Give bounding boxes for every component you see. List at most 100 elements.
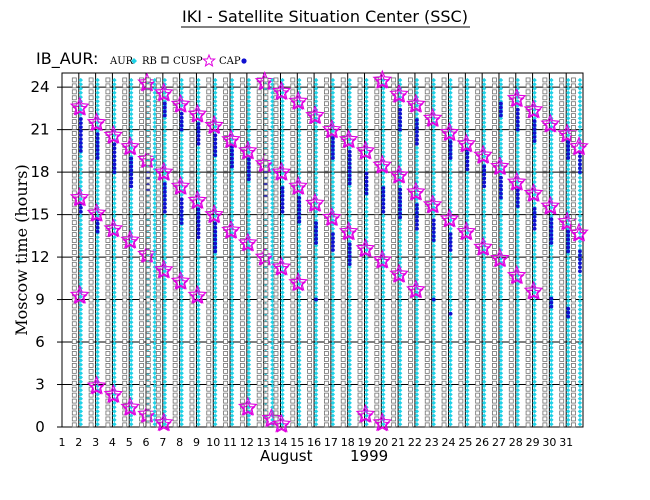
rb-marker — [145, 404, 151, 410]
rb-marker — [324, 77, 329, 83]
aur-marker — [152, 362, 157, 367]
cap-marker — [398, 111, 403, 116]
rb-marker — [508, 315, 514, 321]
rb-marker — [458, 357, 464, 362]
cap-marker — [314, 229, 318, 233]
rb-marker — [189, 285, 195, 291]
aur-marker — [112, 345, 117, 350]
rb-marker — [374, 386, 380, 392]
aur-marker — [229, 201, 235, 206]
rb-marker — [189, 107, 195, 113]
rb-marker — [492, 380, 497, 386]
rb-marker — [290, 220, 296, 226]
aur-marker — [280, 383, 285, 389]
rb-marker — [290, 416, 296, 422]
rb-marker — [441, 351, 447, 356]
rb-marker — [525, 208, 531, 214]
cap-marker — [95, 140, 100, 145]
rb-marker — [424, 89, 430, 95]
aur-marker — [213, 158, 218, 163]
cap-marker — [78, 148, 83, 153]
rb-marker — [357, 321, 363, 327]
aur-marker — [95, 247, 100, 253]
cusp-marker — [88, 116, 105, 132]
aur-marker — [152, 400, 157, 406]
rb-marker — [424, 196, 430, 202]
rb-marker — [256, 285, 262, 291]
rb-marker — [189, 250, 195, 255]
rb-marker — [145, 172, 151, 178]
rb-marker — [559, 148, 565, 154]
cusp-marker — [155, 165, 172, 181]
rb-marker — [357, 77, 363, 83]
rb-marker — [189, 142, 195, 148]
aur-marker — [270, 124, 275, 129]
rb-marker — [256, 374, 262, 380]
aur-marker — [213, 286, 218, 291]
aur-marker — [196, 354, 201, 359]
cap-marker — [112, 158, 117, 163]
aur-marker — [229, 239, 235, 244]
rb-marker — [155, 410, 161, 416]
aur-marker — [112, 341, 117, 346]
aur-marker — [213, 99, 218, 104]
aur-marker — [229, 264, 235, 270]
rb-marker — [525, 363, 531, 368]
aur-marker — [129, 209, 134, 214]
aur-marker — [213, 252, 218, 257]
cap-marker — [179, 127, 184, 132]
aur-marker — [229, 417, 235, 423]
rb-marker — [525, 142, 531, 148]
rb-marker — [105, 416, 111, 422]
rb-marker — [71, 83, 77, 89]
aur-marker — [78, 260, 84, 265]
rb-marker — [424, 363, 430, 368]
rb-marker — [145, 107, 151, 113]
aur-marker — [229, 328, 235, 333]
rb-marker — [559, 351, 565, 356]
rb-marker — [492, 202, 497, 208]
rb-marker — [340, 422, 346, 428]
aur-marker — [179, 337, 184, 342]
rb-marker — [223, 327, 228, 333]
rb-marker — [307, 184, 312, 190]
rb-marker — [172, 89, 178, 95]
aur-marker — [270, 269, 275, 274]
aur-marker — [112, 362, 117, 367]
rb-marker — [391, 333, 397, 339]
aur-marker — [270, 99, 275, 104]
rb-marker — [508, 416, 514, 422]
rb-marker — [239, 107, 245, 113]
rb-marker — [559, 368, 565, 374]
aur-marker — [152, 188, 157, 193]
rb-marker — [559, 160, 565, 166]
rb-marker — [88, 422, 94, 428]
rb-marker — [223, 83, 228, 89]
rb-marker — [88, 285, 94, 291]
rb-marker — [263, 142, 269, 148]
cap-marker — [431, 222, 436, 227]
aur-marker — [213, 124, 218, 129]
rb-marker — [391, 303, 397, 309]
aur-marker — [129, 315, 134, 321]
rb-marker — [206, 89, 212, 95]
aur-marker — [246, 277, 252, 282]
rb-marker — [340, 386, 346, 392]
rb-marker — [206, 238, 212, 243]
rb-marker — [307, 416, 312, 422]
aur-marker — [145, 324, 151, 329]
rb-marker — [71, 363, 77, 368]
rb-marker — [475, 285, 481, 291]
cap-marker — [465, 151, 470, 156]
rb-marker — [542, 351, 548, 356]
aur-marker — [129, 413, 134, 418]
cusp-marker — [237, 232, 258, 252]
rb-marker — [492, 196, 497, 202]
rb-marker — [206, 345, 212, 350]
cap-marker — [314, 241, 318, 245]
aur-marker — [152, 409, 157, 414]
rb-marker — [239, 416, 245, 422]
rb-marker — [223, 89, 228, 95]
rb-marker — [206, 226, 212, 232]
aur-marker — [78, 94, 84, 100]
